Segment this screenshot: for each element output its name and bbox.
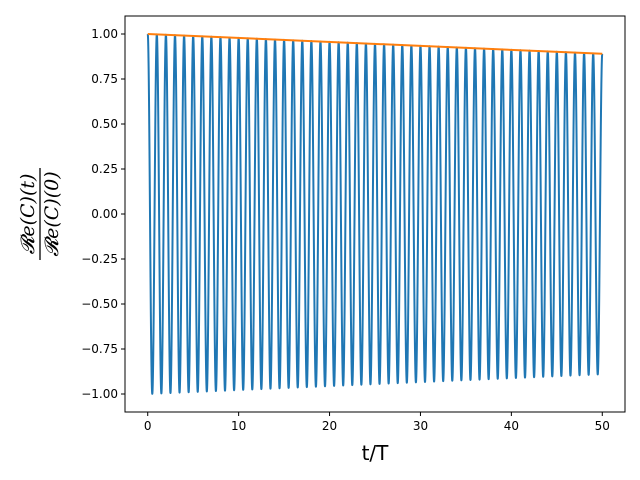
series-line-envelope — [147, 33, 603, 55]
y-tick-label: 0.50 — [91, 117, 118, 131]
y-tick-label: 0.75 — [91, 72, 118, 86]
y-tick-label: −0.25 — [81, 252, 118, 266]
y-tick-label: 1.00 — [91, 27, 118, 41]
y-tick-label: 0.25 — [91, 162, 118, 176]
x-tick-label: 40 — [504, 419, 519, 433]
y-axis-label-denominator: 𝓡e(C)(0) — [41, 171, 63, 256]
series-layer — [146, 33, 604, 395]
x-tick-label: 0 — [144, 419, 152, 433]
x-axis: 0 10 20 30 40 50 — [144, 412, 610, 433]
y-tick-label: −0.75 — [81, 342, 118, 356]
y-axis-label-numerator: 𝓡e(C)(t) — [17, 174, 39, 255]
y-tick-label: 0.00 — [91, 207, 118, 221]
x-tick-label: 50 — [595, 419, 610, 433]
y-axis: −1.00 −0.75 −0.50 −0.25 0.00 0.25 0.50 0.75 1.00 — [81, 27, 125, 401]
y-tick-label: −1.00 — [81, 387, 118, 401]
x-axis-label: t/T — [362, 441, 390, 465]
x-tick-label: 20 — [322, 419, 337, 433]
x-tick-label: 10 — [231, 419, 246, 433]
y-axis-label: 𝓡e(C)(t) 𝓡e(C)(0) — [17, 168, 63, 260]
plot-area — [124, 15, 626, 413]
x-tick-label: 30 — [413, 419, 428, 433]
y-tick-label: −0.50 — [81, 297, 118, 311]
